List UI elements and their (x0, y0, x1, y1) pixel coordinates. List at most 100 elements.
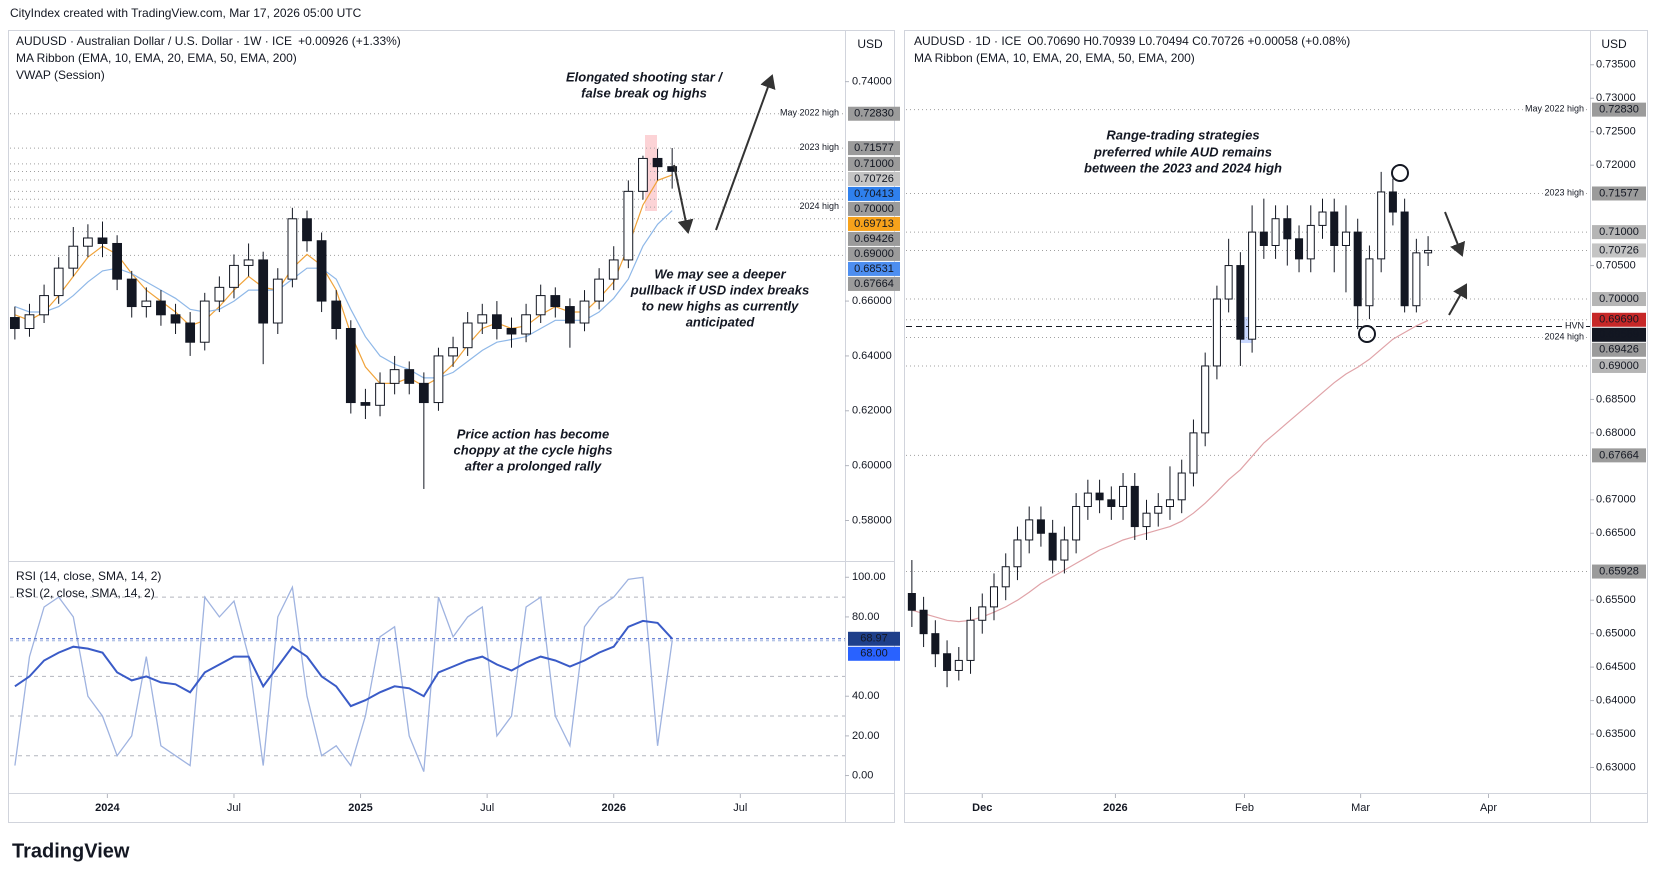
candle-body (638, 157, 648, 192)
candle-body (214, 286, 225, 302)
y-tick-label: 0.63000 (1596, 761, 1636, 773)
annotation: choppy at the cycle highs (454, 442, 613, 457)
price-tag-label: 0.72830 (854, 108, 894, 120)
price-tag (848, 201, 900, 216)
right-frame (904, 30, 1648, 823)
candle-body (1248, 231, 1257, 340)
candle-body (954, 659, 963, 671)
price-tag (848, 186, 900, 201)
candle-body (1295, 238, 1304, 260)
candle-body (1189, 432, 1198, 474)
candle-body (170, 314, 181, 324)
x-tick-label: 2025 (348, 802, 372, 814)
price-tag-label: 0.69690 (1599, 314, 1639, 326)
candle-body (331, 300, 342, 330)
candle-body (141, 300, 152, 308)
candle-body (1259, 231, 1268, 246)
y-tick-label: 0.72500 (1596, 126, 1636, 138)
candle-body (667, 166, 678, 172)
footer-logo: TradingView (12, 840, 130, 862)
arrow (715, 74, 776, 231)
candle-body (1025, 519, 1034, 541)
candle-body (579, 300, 590, 324)
x-tick-label: Jul (480, 802, 494, 814)
y-tick-label: 0.65500 (1596, 594, 1636, 606)
candle-body (1060, 539, 1069, 561)
x-tick-label: Mar (1351, 802, 1370, 814)
candle-body (931, 633, 940, 655)
annotation: after a prolonged rally (465, 458, 602, 473)
price-tag (1592, 312, 1646, 327)
price-tag (848, 171, 900, 186)
price-tag-label: 0.70000 (1599, 293, 1639, 305)
price-tag-label: 0.69589 (1599, 329, 1639, 341)
candle-body (1400, 211, 1409, 307)
price-tag (1592, 327, 1646, 342)
symbol-legend: AUDUSD · Australian Dollar / U.S. Dollar… (16, 34, 401, 48)
candle-body (185, 322, 196, 343)
price-tag-label: 0.65928 (1599, 565, 1639, 577)
arrow (1444, 211, 1466, 257)
price-tag (1592, 342, 1646, 357)
rsi-line (14, 619, 673, 708)
candle-body (1119, 485, 1128, 507)
candle-body (404, 369, 415, 384)
candle-body (1130, 485, 1139, 528)
price-tag (848, 156, 900, 171)
candle-body (156, 300, 166, 316)
level-name: HVN (1565, 320, 1584, 330)
candle-body (506, 328, 517, 335)
price-tag (1592, 358, 1646, 373)
candle-body (272, 278, 283, 324)
candle-body (1095, 492, 1104, 501)
indicator-legend: VWAP (Session) (16, 68, 105, 82)
candle-body (594, 278, 605, 302)
price-tag-label: 0.69426 (854, 233, 894, 245)
candle-body (229, 264, 239, 288)
candle-body (1330, 211, 1339, 246)
moving-average (14, 210, 673, 379)
candle-body (966, 619, 975, 661)
price-tag (848, 141, 900, 156)
level-name: May 2022 high (1525, 104, 1584, 114)
y-tick-label: 0.63500 (1596, 728, 1636, 740)
price-tag (1592, 225, 1646, 240)
price-tag-label: 0.71577 (1599, 187, 1639, 199)
candle-body (652, 157, 663, 168)
candle-body (907, 593, 916, 611)
y-tick-label: 0.66500 (1596, 527, 1636, 539)
price-tag (848, 216, 900, 231)
y-tick-label: 100.00 (852, 571, 886, 583)
price-tag-label: 68.00 (860, 648, 888, 660)
candle-body (1072, 505, 1081, 541)
y-tick-label: 0.62000 (852, 405, 892, 417)
arrow (673, 164, 694, 234)
candle-body (39, 295, 49, 316)
price-tag-label: 0.70726 (854, 173, 894, 185)
candle-body (418, 382, 429, 404)
candle-body (360, 402, 371, 406)
annotation: We may see a deeper (654, 266, 786, 281)
rsi-legend: RSI (14, close, SMA, 14, 2) (16, 569, 161, 583)
price-tag (848, 261, 900, 276)
candle-body (1377, 191, 1386, 260)
candle-body (462, 322, 473, 349)
moving-average (14, 174, 673, 387)
annotation: Price action has become (457, 426, 609, 441)
y-tick-label: 0.64000 (852, 350, 892, 362)
price-tag (1592, 102, 1646, 117)
candle-body (550, 295, 561, 308)
x-tick-label: Jul (227, 802, 241, 814)
price-tag-label: 0.71000 (1599, 226, 1639, 238)
price-tag (1592, 564, 1646, 579)
candle-body (919, 609, 928, 635)
annotation: anticipated (686, 314, 756, 329)
price-tag-label: 0.67664 (1599, 449, 1639, 461)
x-tick-label: 2024 (95, 802, 120, 814)
y-tick-label: 80.00 (852, 611, 880, 623)
left-frame (8, 30, 895, 823)
y-tick-label: 0.70500 (1596, 259, 1636, 271)
candle-body (1083, 492, 1092, 507)
y-tick-label: 0.64500 (1596, 661, 1636, 673)
